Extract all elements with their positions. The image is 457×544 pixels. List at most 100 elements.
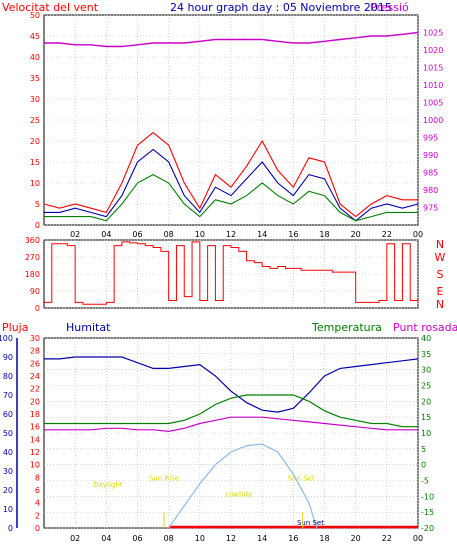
wind-y-tick: 10 xyxy=(30,179,40,188)
humidity-label: Humitat xyxy=(66,321,111,334)
pressure-y-tick: 1020 xyxy=(423,46,443,55)
x-tick-label-top: 22 xyxy=(382,230,392,239)
x-tick-label-top: 06 xyxy=(132,230,142,239)
x-tick-label-top: 16 xyxy=(288,230,298,239)
temp-y-tick: -20 xyxy=(421,524,434,533)
temp-y-tick: 5 xyxy=(421,445,426,454)
rain-y-tick: 8 xyxy=(35,473,40,482)
pressure-y-tick: 995 xyxy=(423,134,438,143)
rain-y-tick: 20 xyxy=(30,397,40,406)
humidity-y-tick: 10 xyxy=(3,505,13,514)
temp-y-tick: 35 xyxy=(421,350,431,359)
temp-y-tick: 0 xyxy=(421,461,426,470)
humidity-y-tick: 100 xyxy=(0,334,13,343)
wind-y-tick: 20 xyxy=(30,137,40,146)
annotation-label: Sun Set xyxy=(288,475,315,483)
wind-y-tick: 15 xyxy=(30,158,40,167)
series-punt-rosada xyxy=(44,416,418,433)
temp-y-tick: -15 xyxy=(421,508,434,517)
wind-y-tick: 35 xyxy=(30,74,40,83)
pressure-label: Pressió xyxy=(370,1,409,14)
humidity-y-tick: 40 xyxy=(3,448,13,457)
compass-label: S xyxy=(437,268,444,281)
pressure-y-tick: 1010 xyxy=(423,81,443,90)
x-tick-label-top: 20 xyxy=(351,230,361,239)
x-tick-label-top: 10 xyxy=(195,230,205,239)
x-tick-label-bottom: 20 xyxy=(351,534,361,543)
annotation-label: Sun Rise xyxy=(149,475,179,483)
x-tick-label-top: 04 xyxy=(101,230,111,239)
wind-y-tick: 45 xyxy=(30,32,40,41)
series-low xyxy=(44,173,418,222)
wind-y-tick: 25 xyxy=(30,116,40,125)
direction-y-tick: 360 xyxy=(25,236,40,245)
pressure-y-tick: 985 xyxy=(423,169,438,178)
wind-y-tick: 5 xyxy=(35,200,40,209)
temp-y-tick: -5 xyxy=(421,477,429,486)
compass-label: E xyxy=(437,285,444,298)
annotation-label: Lowtide xyxy=(225,490,252,498)
temp-y-tick: 15 xyxy=(421,413,431,422)
rain-y-tick: 6 xyxy=(35,486,40,495)
humidity-y-tick: 0 xyxy=(8,524,13,533)
x-tick-label-bottom: 08 xyxy=(164,534,174,543)
wind-y-tick: 50 xyxy=(30,11,40,20)
humidity-y-tick: 30 xyxy=(3,467,13,476)
pressure-y-tick: 1000 xyxy=(423,116,443,125)
humidity-y-tick: 60 xyxy=(3,410,13,419)
rain-y-tick: 26 xyxy=(30,359,40,368)
direction-y-tick: 180 xyxy=(25,270,40,279)
pressure-y-tick: 990 xyxy=(423,151,438,160)
x-tick-label-bottom: 06 xyxy=(132,534,142,543)
x-tick-label-bottom: 18 xyxy=(319,534,329,543)
temp-y-tick: 20 xyxy=(421,397,431,406)
pressure-y-tick: 975 xyxy=(423,204,438,213)
graph-title: 24 hour graph day : 05 Noviembre 2015 xyxy=(170,1,392,14)
temp-y-tick: 40 xyxy=(421,334,431,343)
series-layer xyxy=(43,31,419,529)
series-gust xyxy=(43,131,418,218)
direction-y-tick: 270 xyxy=(25,253,40,262)
direction-y-tick: 0 xyxy=(35,304,40,313)
rain-y-tick: 12 xyxy=(30,448,40,457)
temp-y-tick: 25 xyxy=(421,382,431,391)
x-tick-label-top: 18 xyxy=(319,230,329,239)
wind-y-tick: 0 xyxy=(35,221,40,230)
rain-y-tick: 2 xyxy=(35,511,40,520)
rain-y-tick: 0 xyxy=(35,524,40,533)
compass-label: N xyxy=(436,298,444,311)
pressure-y-tick: 1015 xyxy=(423,64,443,73)
compass-label: N xyxy=(436,238,444,251)
temp-y-tick: 10 xyxy=(421,429,431,438)
humidity-y-tick: 80 xyxy=(3,372,13,381)
x-tick-label-bottom: 16 xyxy=(288,534,298,543)
x-tick-label-bottom: 22 xyxy=(382,534,392,543)
x-tick-label-bottom: 02 xyxy=(70,534,80,543)
x-tick-label-bottom: 14 xyxy=(257,534,267,543)
x-tick-label-top: 02 xyxy=(70,230,80,239)
x-tick-label-top: 00 xyxy=(413,230,423,239)
annotation-layer: Daylight Sun Rise Lowtide Sun Set Sun Set xyxy=(93,475,324,528)
direction-y-tick: 90 xyxy=(30,287,40,296)
temp-y-tick: -10 xyxy=(421,492,434,501)
x-tick-label-bottom: 00 xyxy=(413,534,423,543)
wind-speed-label: Velocitat del vent xyxy=(2,1,99,14)
rain-y-tick: 30 xyxy=(30,334,40,343)
pressure-y-tick: 1025 xyxy=(423,29,443,38)
humidity-y-tick: 50 xyxy=(3,429,13,438)
pressure-y-tick: 980 xyxy=(423,186,438,195)
rain-y-tick: 18 xyxy=(30,410,40,419)
rain-label: Pluja xyxy=(2,321,28,334)
rain-y-tick: 24 xyxy=(30,372,40,381)
rain-y-tick: 22 xyxy=(30,385,40,394)
rain-y-tick: 16 xyxy=(30,423,40,432)
compass-label: W xyxy=(435,251,446,264)
x-tick-label-top: 08 xyxy=(164,230,174,239)
temperature-label: Temperatura xyxy=(311,321,382,334)
series-pressió xyxy=(44,31,419,48)
x-tick-label-bottom: 10 xyxy=(195,534,205,543)
series-sun xyxy=(168,443,318,529)
x-tick-label-bottom: 12 xyxy=(226,534,236,543)
